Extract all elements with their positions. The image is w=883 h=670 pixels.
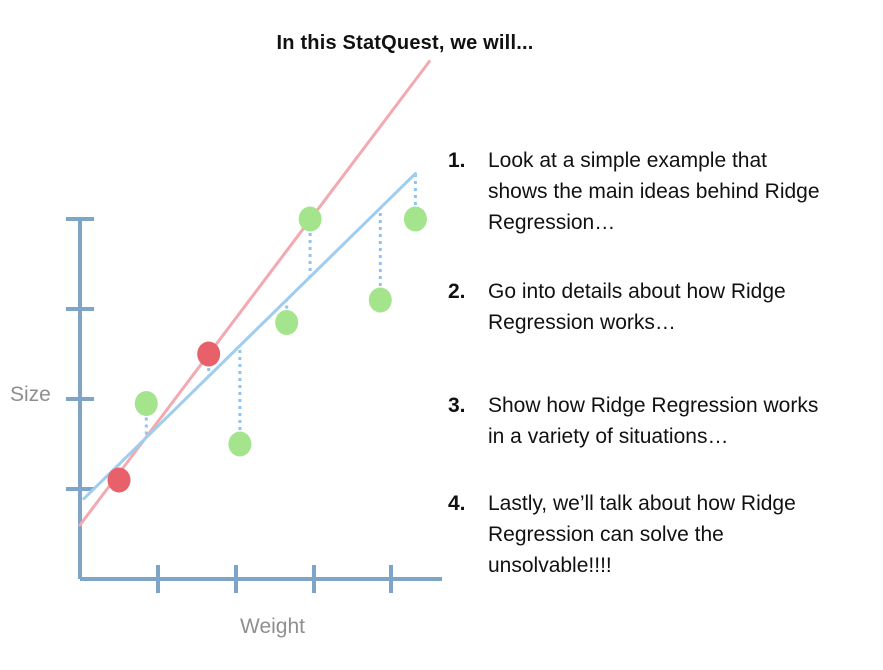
- regression-line-red: [78, 60, 431, 527]
- regression-lines: [78, 60, 431, 527]
- axes: [66, 217, 442, 593]
- agenda-item-text: Look at a simple example that shows the …: [488, 145, 868, 238]
- data-point-green: [298, 206, 322, 232]
- agenda-item-line: unsolvable!!!!: [488, 554, 612, 577]
- agenda-item-line: Show how Ridge Regression works: [488, 394, 819, 417]
- data-point-green: [275, 310, 299, 335]
- agenda-item-number: 3.: [448, 394, 466, 417]
- agenda-item-line: Look at a simple example that: [488, 149, 767, 172]
- agenda-item-line: Regression…: [488, 211, 616, 234]
- x-axis-label: Weight: [240, 615, 305, 638]
- data-point-red: [107, 467, 131, 493]
- residual-lines: [117, 173, 417, 480]
- agenda-item-line: in a variety of situations…: [488, 425, 729, 448]
- data-point-red: [197, 341, 221, 367]
- agenda-item-number: 1.: [448, 149, 466, 172]
- agenda-item-number: 2.: [448, 280, 466, 303]
- data-point-green: [403, 206, 427, 232]
- y-axis-label: Size: [10, 383, 51, 406]
- regression-line-blue: [82, 172, 417, 501]
- agenda-item-line: Regression can solve the: [488, 523, 724, 546]
- agenda-item-text: Lastly, we’ll talk about how Ridge Regre…: [488, 488, 868, 581]
- agenda-item-text: Show how Ridge Regression works in a var…: [488, 390, 868, 452]
- agenda-item-line: Regression works…: [488, 311, 676, 334]
- agenda-item-line: Go into details about how Ridge: [488, 280, 786, 303]
- data-points: [107, 206, 427, 493]
- data-point-green: [368, 287, 392, 313]
- agenda-item-text: Go into details about how Ridge Regressi…: [488, 276, 868, 338]
- agenda-item-line: shows the main ideas behind Ridge: [488, 180, 820, 203]
- data-point-green: [228, 431, 252, 457]
- agenda-item-line: Lastly, we’ll talk about how Ridge: [488, 492, 796, 515]
- agenda-item-number: 4.: [448, 492, 466, 515]
- slide-title: In this StatQuest, we will...: [276, 32, 534, 54]
- data-point-green: [134, 391, 158, 416]
